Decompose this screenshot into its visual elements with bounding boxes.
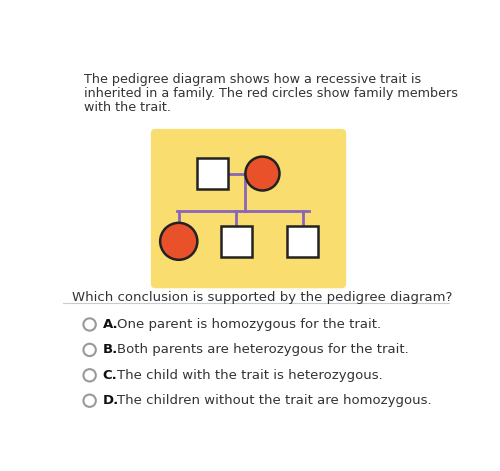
Bar: [287, 226, 318, 257]
Text: Which conclusion is supported by the pedigree diagram?: Which conclusion is supported by the ped…: [72, 292, 452, 304]
Circle shape: [246, 157, 280, 190]
Text: One parent is homozygous for the trait.: One parent is homozygous for the trait.: [117, 318, 381, 331]
Circle shape: [84, 369, 96, 382]
Bar: [220, 226, 252, 257]
Bar: [196, 158, 228, 189]
Circle shape: [84, 318, 96, 331]
Text: The children without the trait are homozygous.: The children without the trait are homoz…: [117, 394, 432, 407]
Text: The child with the trait is heterozygous.: The child with the trait is heterozygous…: [117, 369, 382, 382]
Text: B.: B.: [103, 343, 118, 357]
Text: C.: C.: [103, 369, 118, 382]
Circle shape: [160, 223, 198, 260]
Text: The pedigree diagram shows how a recessive trait is: The pedigree diagram shows how a recessi…: [84, 73, 421, 87]
Text: inherited in a family. The red circles show family members: inherited in a family. The red circles s…: [84, 87, 458, 100]
Text: D.: D.: [103, 394, 119, 407]
Circle shape: [84, 395, 96, 407]
Text: A.: A.: [103, 318, 118, 331]
Circle shape: [84, 344, 96, 356]
Text: with the trait.: with the trait.: [84, 101, 171, 114]
Text: Both parents are heterozygous for the trait.: Both parents are heterozygous for the tr…: [117, 343, 408, 357]
FancyBboxPatch shape: [151, 129, 346, 288]
